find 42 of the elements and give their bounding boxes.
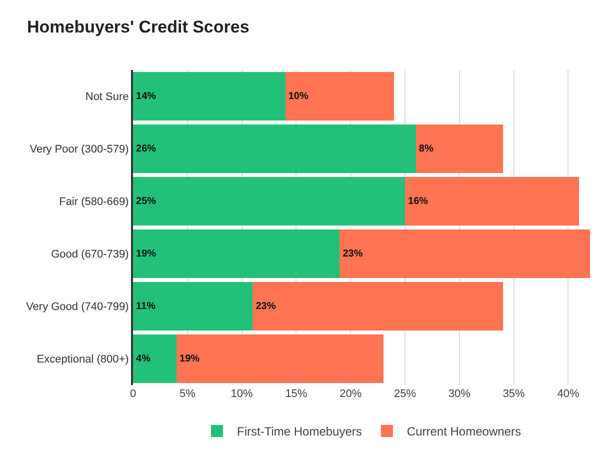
legend-label: First-Time Homebuyers	[237, 424, 362, 439]
y-tick-label: Exceptional (800+)	[36, 354, 129, 366]
y-tick-label: Very Poor (300-579)	[30, 144, 129, 156]
x-tick-label: 40%	[557, 388, 580, 400]
data-label: 26%	[136, 143, 156, 154]
bar	[133, 282, 253, 330]
data-label: 16%	[408, 196, 428, 207]
y-tick-label: Very Good (740-799)	[26, 301, 129, 314]
data-label: 23%	[256, 300, 276, 312]
data-label: 14%	[136, 90, 156, 102]
chart-title: Homebuyers' Credit Scores	[27, 17, 250, 36]
y-tick-label: Fair (580-669)	[59, 196, 129, 208]
data-label: 19%	[136, 248, 156, 260]
legend-label: Current Homeowners	[406, 424, 521, 439]
x-tick-label: 0	[130, 388, 136, 400]
data-label: 11%	[136, 300, 156, 312]
bar	[405, 177, 580, 226]
x-tick-label: 15%	[285, 388, 308, 400]
data-label: 19%	[180, 353, 200, 364]
x-tick-label: 35%	[502, 388, 526, 400]
data-label: 8%	[418, 143, 434, 154]
bar	[133, 124, 416, 173]
bar	[340, 230, 590, 278]
bar	[416, 124, 503, 173]
bar	[133, 177, 406, 226]
x-tick-label: 25%	[394, 388, 416, 400]
data-label: 10%	[288, 90, 308, 102]
bar	[133, 72, 286, 120]
bar	[133, 334, 177, 383]
x-tick-label: 10%	[230, 388, 254, 400]
y-tick-label: Good (670-739)	[51, 248, 129, 261]
bar	[252, 282, 503, 330]
x-tick-label: 30%	[448, 388, 471, 400]
bar	[285, 72, 394, 120]
bar	[176, 334, 384, 383]
x-tick-label: 20%	[340, 388, 362, 400]
data-label: 4%	[136, 353, 151, 364]
bar	[133, 230, 340, 278]
x-tick-label: 5%	[179, 388, 196, 400]
y-tick-label: Not Sure	[85, 91, 129, 104]
data-label: 23%	[342, 248, 363, 260]
data-label: 25%	[136, 196, 156, 207]
